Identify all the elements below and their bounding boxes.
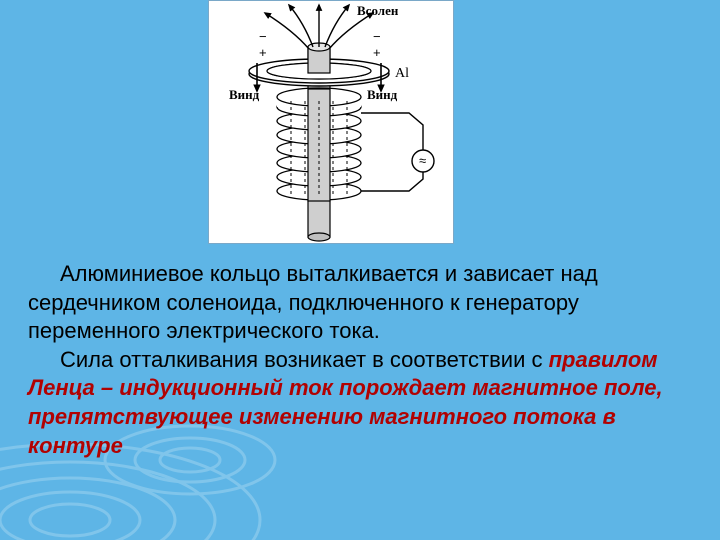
- label-b-ind-right: Bинд: [367, 87, 398, 102]
- svg-text:+: +: [259, 45, 267, 60]
- paragraph-1: Алюминиевое кольцо выталкивается и завис…: [28, 260, 692, 346]
- description-text: Алюминиевое кольцо выталкивается и завис…: [28, 260, 692, 460]
- svg-text:−: −: [373, 29, 381, 44]
- label-b-ind-left: Bинд: [229, 87, 260, 102]
- ac-symbol: ≈: [419, 153, 426, 168]
- label-b-solen: Bсолен: [357, 3, 399, 18]
- svg-text:−: −: [259, 29, 267, 44]
- para2-plain: Сила отталкивания возникает в соответств…: [60, 347, 549, 372]
- label-al: Al: [395, 66, 409, 81]
- solenoid-diagram: − + − + Bсолен Bинд Bинд Al ≈: [208, 0, 454, 244]
- paragraph-2: Сила отталкивания возникает в соответств…: [28, 346, 692, 460]
- generator-circuit: [361, 113, 434, 191]
- svg-text:+: +: [373, 45, 381, 60]
